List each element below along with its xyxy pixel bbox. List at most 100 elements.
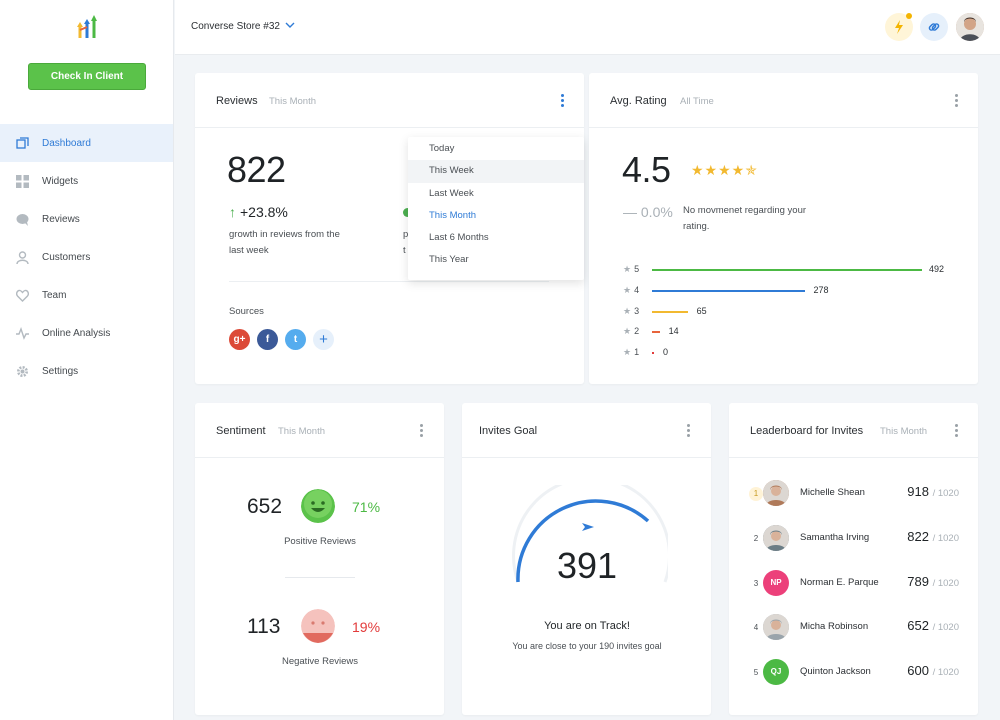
score-value: 600 <box>907 663 929 679</box>
negative-percent: 19% <box>352 619 381 635</box>
more-options-icon[interactable] <box>561 94 564 107</box>
check-in-client-button[interactable]: Check In Client <box>28 63 146 90</box>
star-rating-icon: ★★★★✯ <box>691 162 758 178</box>
pulse-icon <box>16 326 29 340</box>
add-source-icon[interactable]: + <box>313 329 334 350</box>
sidebar-item-settings[interactable]: Settings <box>0 352 173 390</box>
rank-badge: 3 <box>753 578 759 588</box>
menu-item-this-week[interactable]: This Week <box>408 160 584 183</box>
leader-score: 652 / 1020 <box>907 618 959 633</box>
lightning-icon <box>895 20 903 34</box>
status-dot-icon <box>403 208 412 217</box>
sidebar: Check In Client Dashboard Widgets Review… <box>0 0 174 720</box>
sidebar-item-customers[interactable]: Customers <box>0 238 173 276</box>
rating-bar <box>652 289 805 292</box>
sources-label: Sources <box>229 306 264 317</box>
menu-item-today[interactable]: Today <box>429 143 455 154</box>
rating-bar-count: 278 <box>813 284 829 295</box>
more-options-icon[interactable] <box>687 424 690 437</box>
sidebar-item-label: Widgets <box>42 175 79 187</box>
score-value: 918 <box>907 484 929 499</box>
sentiment-card: Sentiment This Month 652 71% Positive Re… <box>195 403 444 715</box>
card-title: Avg. Rating <box>610 95 667 107</box>
card-title: Sentiment <box>216 425 266 437</box>
sidebar-item-reviews[interactable]: Reviews <box>0 200 173 238</box>
card-header: Invites Goal <box>462 403 711 458</box>
chevron-down-icon[interactable] <box>285 20 295 30</box>
rating-bar-row: ★ 2 14 <box>623 326 953 338</box>
top-header: Converse Store #32 <box>175 0 1000 55</box>
sidebar-item-label: Settings <box>42 365 79 377</box>
leaderboard-row[interactable]: 2 Samantha Irving 822 / 1020 <box>729 524 979 554</box>
score-value: 822 <box>907 528 929 544</box>
invites-goal-card: Invites Goal 391 You are on Track! You a… <box>462 403 711 715</box>
more-options-icon[interactable] <box>420 424 423 437</box>
rating-bar-count: 14 <box>668 326 679 337</box>
sidebar-item-label: Online Analysis <box>42 327 111 339</box>
score-total: / 1020 <box>932 577 959 589</box>
leaderboard-row[interactable]: 3 NP Norman E. Parque 789 / 1020 <box>729 569 979 599</box>
card-header: Leaderboard for Invites This Month <box>729 403 978 458</box>
notification-dot <box>906 13 912 19</box>
sidebar-item-widgets[interactable]: Widgets <box>0 162 173 200</box>
google-plus-icon[interactable]: g+ <box>229 329 250 350</box>
leaderboard-card: Leaderboard for Invites This Month 1 Mich… <box>729 403 978 715</box>
gatherup-logo-icon[interactable] <box>76 14 98 40</box>
copy-icon <box>16 136 29 149</box>
score-total: / 1020 <box>932 532 959 544</box>
send-arrow-icon <box>582 523 594 531</box>
divider <box>229 281 549 282</box>
avatar-initials: QJ <box>770 667 782 677</box>
sidebar-item-dashboard[interactable]: Dashboard <box>0 124 173 162</box>
sidebar-item-online-analysis[interactable]: Online Analysis <box>0 314 173 352</box>
card-title: Invites Goal <box>479 425 538 437</box>
star-icon: ★ <box>623 264 632 274</box>
avg-rating-card: Avg. Rating All Time 4.5 ★★★★✯ — 0.0% No… <box>589 73 978 384</box>
period-label: This Month <box>880 426 927 437</box>
leader-name: Samantha Irving <box>800 531 870 543</box>
score-total: / 1020 <box>932 622 959 634</box>
leader-name: Quinton Jackson <box>800 666 871 678</box>
star-label: ★ 4 <box>623 285 639 296</box>
leaderboard-row[interactable]: 4 Micha Robinson 652 / 1020 <box>729 613 979 643</box>
arrow-up-icon: ↑ <box>229 204 236 220</box>
heart-icon <box>16 289 29 302</box>
rank-badge: 2 <box>753 533 759 543</box>
share-link-button[interactable] <box>920 13 948 41</box>
store-selector[interactable]: Converse Store #32 <box>191 21 280 32</box>
sidebar-item-team[interactable]: Team <box>0 276 173 314</box>
menu-item-last-6-months[interactable]: Last 6 Months <box>429 232 489 244</box>
star-number: 2 <box>634 326 640 337</box>
sidebar-item-label: Customers <box>42 251 91 263</box>
growth-description: growth in reviews from the last week <box>229 229 340 256</box>
leader-score: 789 / 1020 <box>907 574 959 589</box>
rating-bar-count: 65 <box>696 305 707 316</box>
menu-item-this-year[interactable]: This Year <box>429 254 469 266</box>
avatar-initials: NP <box>770 577 782 587</box>
twitter-icon[interactable]: t <box>285 329 306 350</box>
menu-item-last-week[interactable]: Last Week <box>429 187 474 199</box>
leaderboard-row[interactable]: 5 QJ Quinton Jackson 600 / 1020 <box>729 658 979 688</box>
user-avatar[interactable] <box>956 13 984 41</box>
score-value: 652 <box>907 618 929 634</box>
more-options-icon[interactable] <box>955 94 958 107</box>
more-options-icon[interactable] <box>955 424 958 437</box>
growth-text: +23.8% <box>240 204 288 220</box>
negative-label: Negative Reviews <box>281 656 359 667</box>
rank-badge: 4 <box>753 623 759 633</box>
rating-bar-row: ★ 4 278 <box>623 285 953 297</box>
rank-badge: 5 <box>753 668 759 678</box>
score-value: 789 <box>907 573 929 589</box>
period-label: This Month <box>278 426 325 437</box>
facebook-icon[interactable]: f <box>257 329 278 350</box>
positive-label: Positive Reviews <box>284 536 356 547</box>
star-label: ★ 1 <box>623 347 639 358</box>
star-label: ★ 3 <box>623 306 639 317</box>
leaderboard-row[interactable]: 1 Michelle Shean 918 / 1020 <box>729 479 979 509</box>
card-header: Avg. Rating All Time <box>589 73 978 128</box>
menu-item-this-month[interactable]: This Month <box>429 209 476 221</box>
user-icon <box>16 250 29 264</box>
star-number: 1 <box>634 347 640 358</box>
notifications-button[interactable] <box>885 13 913 41</box>
